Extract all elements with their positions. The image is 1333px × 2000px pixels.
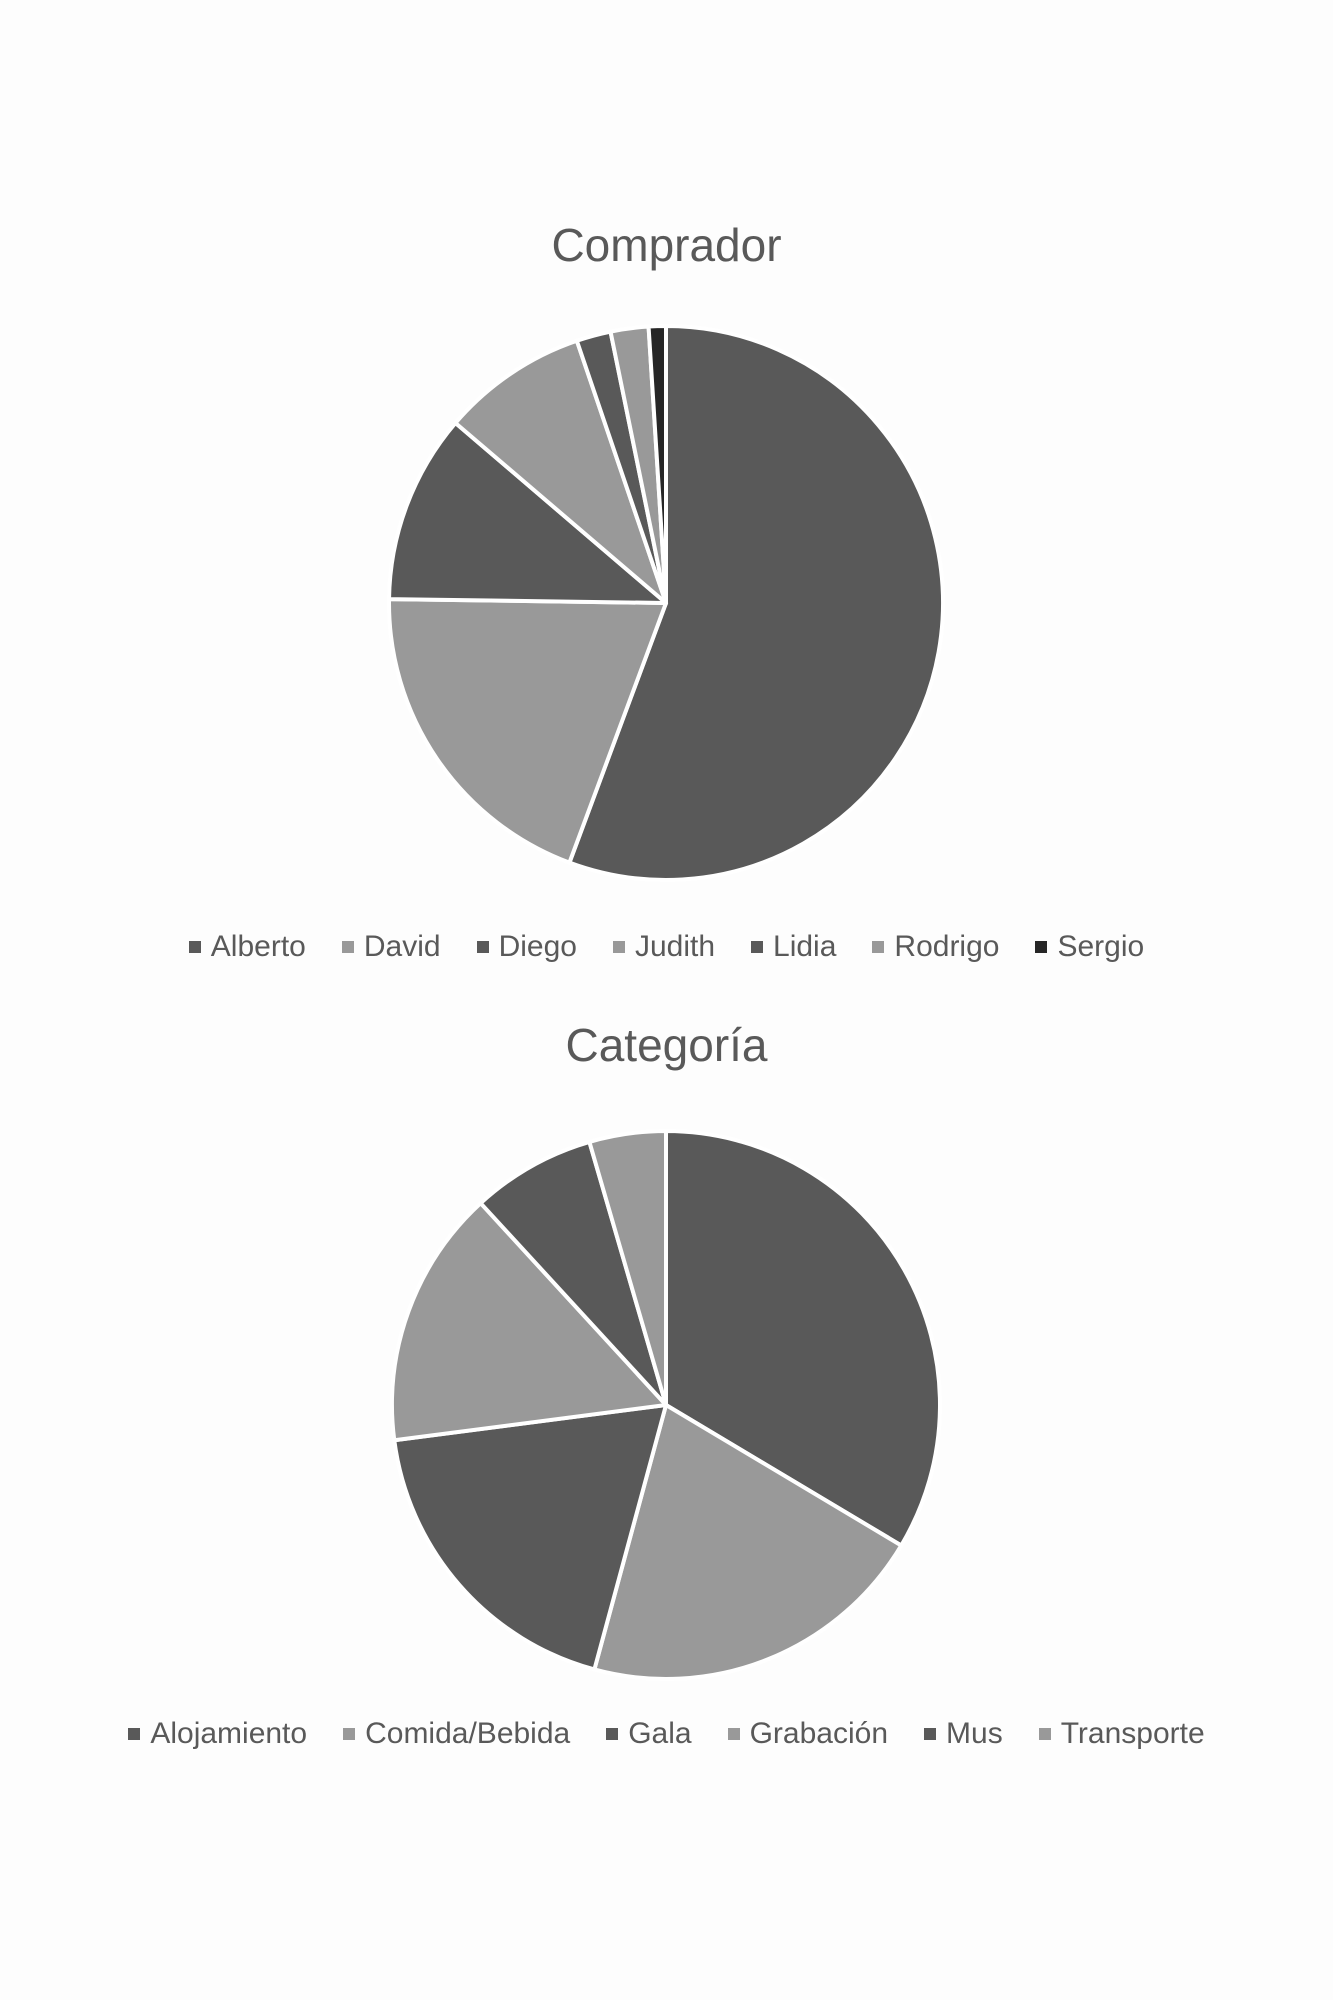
chart-title: Categoría [565,1019,768,1071]
legend-swatch [1035,941,1048,953]
legend-label: Mus [946,1717,1003,1750]
legend-item-sergio: Sergio [1035,930,1144,964]
legend-item-david: David [341,930,441,964]
legend-label: Transporte [1060,1717,1205,1750]
legend-item-lidia: Lidia [751,930,836,964]
legend-swatch [341,941,354,953]
pie-slice-transporte [587,1129,668,1407]
pie-slice-mus [478,1139,668,1407]
legend-label: David [363,930,441,963]
legend-label: Comida/Bebida [365,1717,571,1750]
legend-label: Alberto [210,930,306,963]
legend-item-mus: Mus [924,1717,1003,1751]
legend-item-diego: Diego [476,930,577,964]
pie-slice-grabaci-n [390,1201,668,1443]
legend-label: Rodrigo [894,930,1000,963]
legend-label: Diego [498,930,577,963]
legend-swatch [612,941,625,953]
legend-swatch [872,941,885,953]
legend-label: Alojamiento [150,1717,308,1750]
pie-slice-gala [392,1403,668,1672]
legend-swatch [476,941,489,953]
pie-plot-area [390,1129,942,1681]
legend-item-alojamiento: Alojamiento [128,1717,307,1751]
pie-slice-diego [387,420,668,605]
chart-title: Comprador [551,219,782,271]
chart-legend: Alberto David Diego Judith Lidia Rodrigo Sergi… [0,930,1333,964]
legend-swatch [924,1728,937,1740]
legend-swatch [343,1728,356,1740]
pie-slice-judith [453,338,668,605]
legend-item-rodrigo: Rodrigo [872,930,999,964]
legend-item-comida-bebida: Comida/Bebida [343,1717,570,1751]
pie-slice-david [387,597,668,865]
legend-label: Sergio [1057,930,1145,963]
legend-item-gala: Gala [606,1717,692,1751]
legend-swatch [751,941,764,953]
legend-item-judith: Judith [612,930,716,964]
legend-label: Judith [634,930,716,963]
pie-slice-alberto [567,324,945,882]
legend-swatch [606,1728,619,1740]
legend-label: Gala [628,1717,692,1750]
pie-slice-comida-bebida [592,1403,904,1681]
legend-item-alberto: Alberto [188,930,306,964]
legend-item-grabaci-n: Grabación [727,1717,889,1751]
legend-label: Grabación [749,1717,889,1750]
legend-label: Lidia [773,930,837,963]
legend-swatch [188,941,201,953]
legend-item-transporte: Transporte [1038,1717,1205,1751]
legend-swatch [727,1728,740,1740]
chart-legend: Alojamiento Comida/Bebida Gala Grabación Mus… [0,1717,1333,1751]
pie-slice-alojamiento [664,1129,942,1548]
pie-plot-area [387,324,945,882]
pie-slice-sergio [646,324,668,605]
legend-swatch [128,1728,141,1740]
legend-swatch [1038,1728,1051,1740]
